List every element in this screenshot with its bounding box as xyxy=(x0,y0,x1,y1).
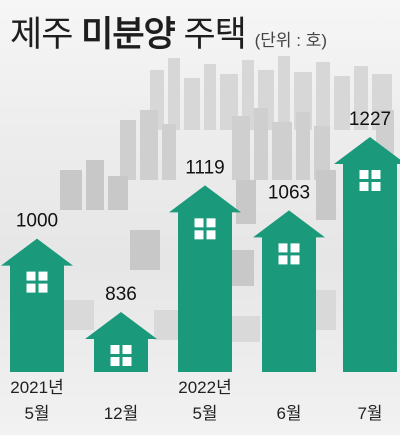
window-icon xyxy=(26,271,36,281)
window-icon xyxy=(122,345,132,354)
window-icon xyxy=(110,345,120,354)
house-bar xyxy=(1,238,73,372)
window-icon xyxy=(371,182,381,191)
window-icon xyxy=(110,357,120,366)
value-label: 1000 xyxy=(16,211,58,232)
value-label: 1227 xyxy=(349,109,391,130)
unit-label: (단위 : 호) xyxy=(254,31,328,50)
x-tick-year-label: 2022년 xyxy=(178,378,231,397)
x-tick-month-label: 7월 xyxy=(357,404,382,423)
title-text-2: 주택 xyxy=(183,15,246,54)
window-icon xyxy=(122,357,132,366)
window-icon xyxy=(371,170,381,179)
x-tick-year-label: 2021년 xyxy=(10,378,63,397)
window-icon xyxy=(290,243,300,253)
window-icon xyxy=(359,170,369,179)
window-icon xyxy=(206,218,216,228)
title-text-1: 제주 xyxy=(10,15,73,54)
window-icon xyxy=(206,230,216,240)
window-icon xyxy=(278,243,288,253)
value-label: 836 xyxy=(105,284,137,305)
x-tick-month-label: 5월 xyxy=(192,404,217,423)
window-icon xyxy=(26,283,36,293)
window-icon xyxy=(38,271,48,281)
x-tick-month-label: 6월 xyxy=(276,404,301,423)
x-tick-month-label: 12월 xyxy=(104,404,139,423)
window-icon xyxy=(38,283,48,293)
window-icon xyxy=(278,255,288,265)
house-bar xyxy=(169,185,241,372)
house-bar xyxy=(85,312,157,372)
chart-title: 제주 미분양 주택 (단위 : 호) xyxy=(10,6,327,57)
window-icon xyxy=(359,182,369,191)
title-text-bold: 미분양 xyxy=(81,15,176,54)
value-label: 1119 xyxy=(185,157,224,178)
window-icon xyxy=(290,255,300,265)
x-tick-month-label: 5월 xyxy=(24,404,49,423)
house-bar xyxy=(253,210,325,372)
house-bar xyxy=(334,137,400,372)
window-icon xyxy=(194,218,204,228)
value-label: 1063 xyxy=(268,182,310,203)
window-icon xyxy=(194,230,204,240)
